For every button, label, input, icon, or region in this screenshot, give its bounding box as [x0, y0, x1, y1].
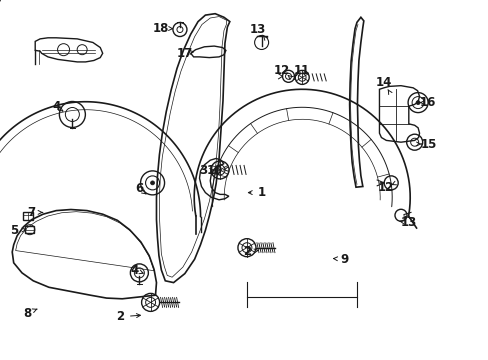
Text: 4: 4	[52, 100, 60, 113]
Text: 8: 8	[23, 307, 31, 320]
Text: 4: 4	[130, 264, 138, 276]
Text: 5: 5	[11, 224, 19, 237]
Text: 12: 12	[377, 181, 394, 194]
Text: 9: 9	[340, 253, 348, 266]
Text: 10: 10	[206, 165, 223, 177]
Text: 17: 17	[176, 47, 193, 60]
Text: 18: 18	[153, 22, 169, 35]
Text: 14: 14	[375, 76, 391, 89]
Circle shape	[415, 100, 419, 105]
Text: 13: 13	[249, 23, 266, 36]
Text: 7: 7	[28, 206, 36, 219]
Text: 2: 2	[243, 246, 250, 258]
Text: 15: 15	[420, 138, 437, 150]
Circle shape	[150, 181, 154, 185]
Text: 11: 11	[293, 64, 310, 77]
Text: 1: 1	[257, 186, 265, 199]
Text: 2: 2	[116, 310, 123, 323]
Text: 3: 3	[199, 165, 206, 177]
Text: 6: 6	[135, 183, 143, 195]
Text: 16: 16	[419, 96, 435, 109]
Text: 13: 13	[399, 216, 416, 229]
Text: 12: 12	[273, 64, 290, 77]
